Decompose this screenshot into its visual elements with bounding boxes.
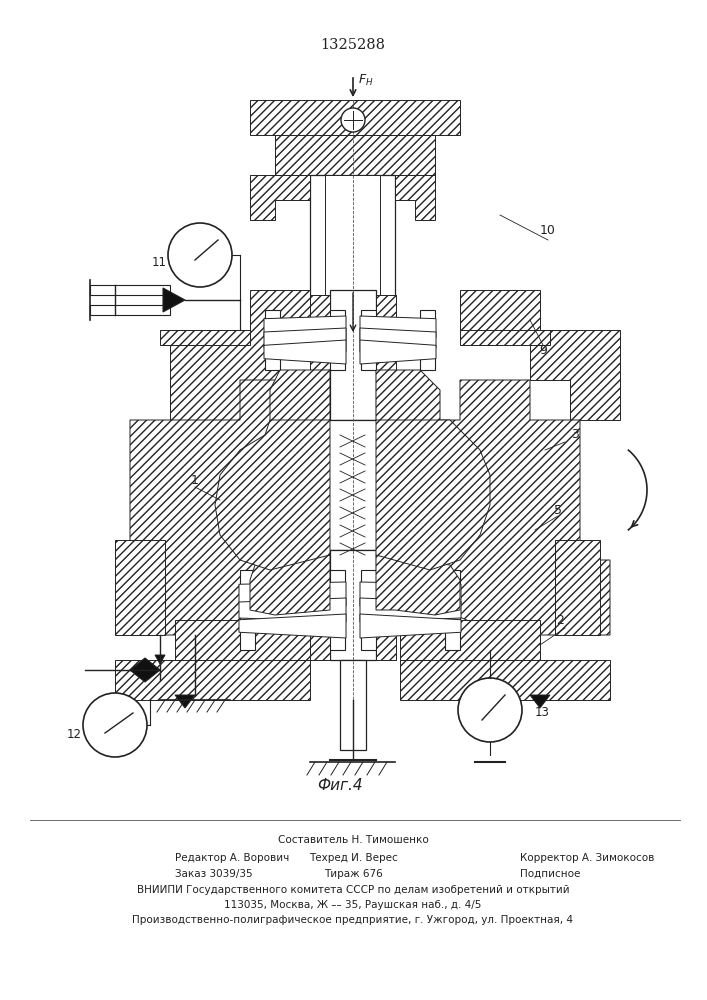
- Text: 1: 1: [191, 474, 199, 487]
- Text: Составитель Н. Тимошенко: Составитель Н. Тимошенко: [278, 835, 428, 845]
- Text: 5: 5: [554, 504, 562, 516]
- Polygon shape: [555, 540, 600, 635]
- Polygon shape: [360, 614, 461, 638]
- Polygon shape: [340, 660, 366, 750]
- Polygon shape: [275, 135, 435, 175]
- Polygon shape: [330, 310, 345, 370]
- Polygon shape: [239, 598, 346, 622]
- Polygon shape: [215, 420, 330, 570]
- Polygon shape: [155, 655, 165, 664]
- Polygon shape: [360, 598, 461, 622]
- Polygon shape: [270, 370, 330, 440]
- Polygon shape: [175, 620, 310, 680]
- Polygon shape: [250, 555, 330, 615]
- Polygon shape: [170, 290, 310, 420]
- Polygon shape: [310, 175, 395, 340]
- Polygon shape: [264, 328, 346, 352]
- Polygon shape: [130, 658, 160, 682]
- Polygon shape: [264, 340, 346, 364]
- Polygon shape: [115, 540, 165, 635]
- Polygon shape: [175, 695, 195, 708]
- Text: 113035, Москва, Ж –– 35, Раушская наб., д. 4/5: 113035, Москва, Ж –– 35, Раушская наб., …: [224, 900, 481, 910]
- Text: 1325288: 1325288: [320, 38, 385, 52]
- Text: 2: 2: [556, 613, 564, 626]
- Polygon shape: [360, 316, 436, 340]
- Polygon shape: [325, 175, 380, 340]
- Polygon shape: [400, 620, 540, 680]
- Text: Подписное: Подписное: [520, 869, 580, 879]
- Polygon shape: [376, 370, 440, 440]
- Polygon shape: [239, 582, 346, 606]
- Polygon shape: [376, 420, 490, 570]
- Polygon shape: [310, 295, 330, 415]
- Polygon shape: [163, 288, 185, 312]
- Text: Техред И. Верес: Техред И. Верес: [309, 853, 397, 863]
- Polygon shape: [240, 570, 255, 650]
- Polygon shape: [239, 614, 346, 638]
- Polygon shape: [250, 100, 460, 135]
- Polygon shape: [330, 290, 376, 420]
- Circle shape: [458, 678, 522, 742]
- Polygon shape: [115, 660, 310, 700]
- Polygon shape: [90, 305, 170, 315]
- Text: Заказ 3039/35: Заказ 3039/35: [175, 869, 252, 879]
- Polygon shape: [360, 328, 436, 352]
- Polygon shape: [130, 380, 310, 635]
- Polygon shape: [330, 550, 376, 660]
- Polygon shape: [530, 695, 550, 708]
- Polygon shape: [400, 660, 610, 700]
- Text: 9: 9: [539, 344, 547, 357]
- Polygon shape: [330, 570, 345, 650]
- Polygon shape: [360, 582, 461, 606]
- Text: Корректор А. Зимокосов: Корректор А. Зимокосов: [520, 853, 655, 863]
- Text: Редактор А. Ворович: Редактор А. Ворович: [175, 853, 289, 863]
- Polygon shape: [400, 380, 610, 635]
- Polygon shape: [460, 290, 620, 420]
- Text: 10: 10: [540, 224, 556, 236]
- Polygon shape: [320, 420, 385, 550]
- Polygon shape: [310, 550, 330, 660]
- Polygon shape: [160, 330, 250, 345]
- Polygon shape: [376, 295, 396, 415]
- Text: Тираж 676: Тираж 676: [324, 869, 382, 879]
- Circle shape: [341, 108, 365, 132]
- Polygon shape: [395, 175, 435, 220]
- Polygon shape: [361, 570, 376, 650]
- Polygon shape: [361, 310, 376, 370]
- Text: 13: 13: [535, 706, 550, 718]
- Text: Фиг.4: Фиг.4: [317, 778, 363, 792]
- Polygon shape: [376, 555, 460, 615]
- Polygon shape: [250, 175, 310, 220]
- Polygon shape: [420, 310, 435, 370]
- Text: 11: 11: [152, 256, 167, 269]
- Text: ВНИИПИ Государственного комитета СССР по делам изобретений и открытий: ВНИИПИ Государственного комитета СССР по…: [136, 885, 569, 895]
- Text: $F_H$: $F_H$: [358, 72, 373, 88]
- Polygon shape: [265, 310, 280, 370]
- Polygon shape: [264, 316, 346, 340]
- Text: 3: 3: [571, 428, 579, 442]
- Polygon shape: [445, 570, 460, 650]
- Text: Производственно-полиграфическое предприятие, г. Ужгород, ул. Проектная, 4: Производственно-полиграфическое предприя…: [132, 915, 573, 925]
- Polygon shape: [460, 330, 550, 345]
- Polygon shape: [90, 285, 170, 295]
- Polygon shape: [360, 340, 436, 364]
- Circle shape: [168, 223, 232, 287]
- Text: 12: 12: [67, 728, 82, 742]
- Circle shape: [83, 693, 147, 757]
- Polygon shape: [376, 550, 396, 660]
